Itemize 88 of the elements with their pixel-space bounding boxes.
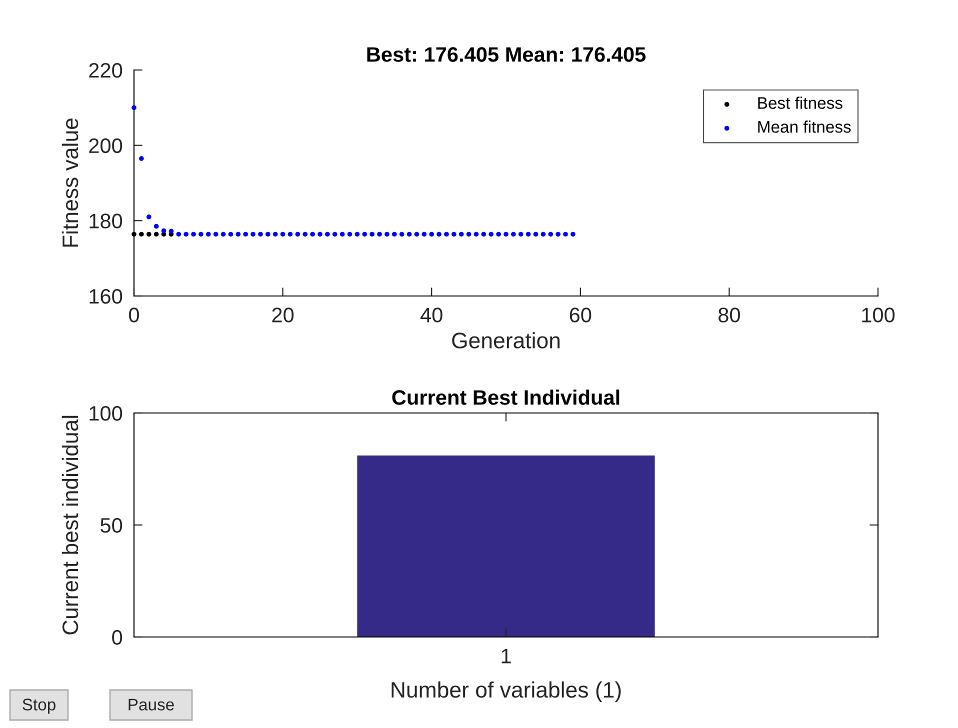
point xyxy=(540,232,546,237)
y-tick-label: 180 xyxy=(90,214,122,228)
point xyxy=(556,232,560,237)
point xyxy=(429,232,434,237)
point xyxy=(154,224,159,229)
point xyxy=(146,232,152,237)
point xyxy=(362,232,368,237)
point xyxy=(295,232,300,237)
point xyxy=(236,232,241,237)
point xyxy=(325,232,330,237)
point xyxy=(139,232,144,237)
point xyxy=(332,232,338,237)
point xyxy=(511,232,516,237)
point xyxy=(220,232,226,237)
point xyxy=(384,232,390,237)
point xyxy=(280,232,286,237)
y-tick-label: 200 xyxy=(89,138,122,154)
point xyxy=(370,232,374,237)
point xyxy=(414,232,420,237)
point xyxy=(266,232,270,237)
chart-title: Current Best Individual xyxy=(392,390,620,405)
point xyxy=(406,232,412,237)
point xyxy=(146,214,152,220)
x-tick-label: 0 xyxy=(129,308,139,322)
point xyxy=(184,232,188,237)
x-tick-label: 80 xyxy=(718,308,740,322)
point xyxy=(161,228,166,234)
point xyxy=(288,232,293,237)
legend-label: Best fitness xyxy=(758,96,842,109)
chart-title: Best: 176.405 Mean: 176.405 xyxy=(367,47,646,62)
point xyxy=(548,232,554,237)
y-tick-label: 0 xyxy=(112,630,122,645)
point xyxy=(518,232,524,237)
point xyxy=(422,232,427,237)
point xyxy=(132,232,136,237)
point xyxy=(377,232,382,237)
point xyxy=(474,232,479,237)
point xyxy=(347,232,352,237)
point xyxy=(318,232,322,237)
point xyxy=(168,228,174,234)
point xyxy=(272,232,278,237)
point xyxy=(198,232,204,237)
point xyxy=(132,105,136,110)
point xyxy=(570,232,576,237)
point xyxy=(213,232,218,237)
x-tick-label: 40 xyxy=(420,308,442,322)
point xyxy=(302,232,308,237)
point xyxy=(399,232,404,237)
point xyxy=(458,232,464,237)
y-axis-title: Current best individual xyxy=(62,416,78,634)
y-tick-label: 220 xyxy=(89,63,122,78)
point xyxy=(354,232,360,237)
x-tick-label: 1 xyxy=(502,648,511,664)
point xyxy=(452,232,456,237)
point xyxy=(340,232,345,237)
point xyxy=(504,232,508,237)
x-axis-title: Generation xyxy=(452,332,560,348)
y-tick-label: 100 xyxy=(90,406,122,421)
point xyxy=(526,232,531,237)
point xyxy=(466,232,472,237)
x-tick-label: 100 xyxy=(862,308,895,322)
y-axis-title: Fitness value xyxy=(62,118,78,247)
x-axis-title: Number of variables (1) xyxy=(392,681,621,702)
point xyxy=(228,232,234,237)
point xyxy=(392,232,397,237)
point xyxy=(481,232,486,237)
point xyxy=(436,232,442,237)
x-tick-label: 60 xyxy=(570,308,592,322)
text: Stop xyxy=(22,698,56,714)
point xyxy=(243,232,248,237)
point xyxy=(533,232,538,237)
point xyxy=(258,232,263,237)
point xyxy=(206,232,211,237)
point xyxy=(310,232,315,237)
point xyxy=(563,232,568,237)
point xyxy=(176,232,182,237)
y-tick-label: 160 xyxy=(90,289,122,304)
point xyxy=(444,232,449,237)
y-tick-label: 50 xyxy=(100,518,122,533)
point xyxy=(488,232,494,237)
point xyxy=(191,232,196,237)
x-tick-label: 20 xyxy=(272,308,294,322)
point xyxy=(154,232,159,237)
point xyxy=(250,232,256,237)
text: Pause xyxy=(128,698,174,710)
point xyxy=(139,156,144,161)
point xyxy=(496,232,501,237)
legend-label: Mean fitness xyxy=(758,120,851,133)
